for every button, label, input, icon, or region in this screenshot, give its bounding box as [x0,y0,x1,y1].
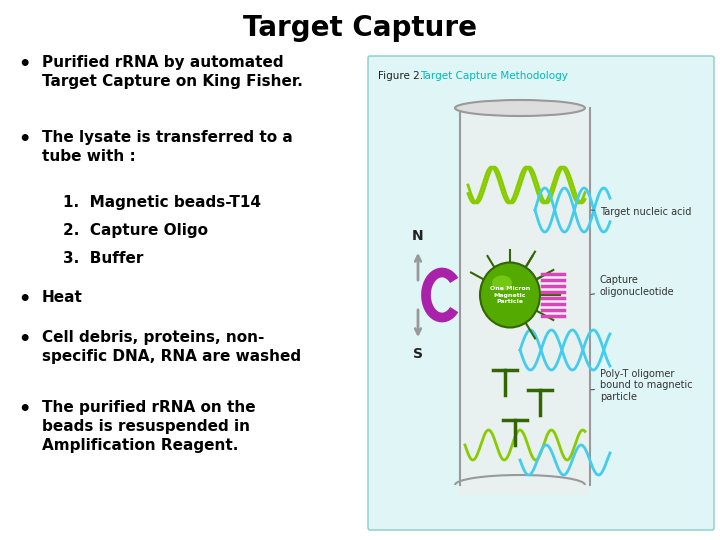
Text: The purified rRNA on the
beads is resuspended in
Amplification Reagent.: The purified rRNA on the beads is resusp… [42,400,256,454]
Text: •: • [18,55,30,74]
Text: •: • [18,330,30,349]
FancyBboxPatch shape [368,56,714,530]
Text: Target Capture: Target Capture [243,14,477,42]
Text: 3.  Buffer: 3. Buffer [42,251,143,266]
Ellipse shape [480,262,540,327]
Text: Target nucleic acid: Target nucleic acid [591,207,691,217]
Text: •: • [18,400,30,419]
Text: 1.  Magnetic beads-T14: 1. Magnetic beads-T14 [42,195,261,210]
Text: •: • [18,130,30,149]
Text: Heat: Heat [42,290,83,305]
Text: Cell debris, proteins, non-
specific DNA, RNA are washed: Cell debris, proteins, non- specific DNA… [42,330,301,364]
Text: One Micron
Magnetic
Particle: One Micron Magnetic Particle [490,286,530,303]
Ellipse shape [492,275,512,291]
Text: N: N [412,229,424,243]
Ellipse shape [455,100,585,116]
Bar [460,108,590,495]
Text: Poly-T oligomer
bound to magnetic
particle: Poly-T oligomer bound to magnetic partic… [591,369,693,402]
Text: Capture
oligonucleotide: Capture oligonucleotide [590,275,675,297]
Text: The lysate is transferred to a
tube with :: The lysate is transferred to a tube with… [42,130,293,164]
Text: •: • [18,290,30,309]
Text: 2.  Capture Oligo: 2. Capture Oligo [42,223,208,238]
Text: Purified rRNA by automated
Target Capture on King Fisher.: Purified rRNA by automated Target Captur… [42,55,303,89]
Text: Target Capture Methodology: Target Capture Methodology [420,71,568,81]
Text: Figure 2.: Figure 2. [378,71,426,81]
Text: S: S [413,347,423,361]
